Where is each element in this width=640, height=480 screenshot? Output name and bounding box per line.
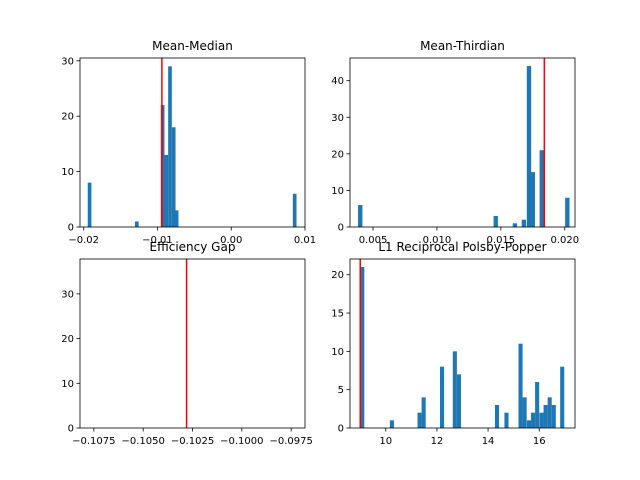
panel-title: Mean-Median [152,39,233,53]
histogram-bar [530,172,535,227]
histogram-bar [512,223,518,227]
l1-reciprocal-polsby-popper-panel: 10 12 14 16 0 5 10 15 20 L1 Reciprocal Polsby-Po… [331,240,576,447]
histogram-bar [565,197,570,227]
y-tick-label: 10 [331,347,344,358]
histogram-bar [494,405,500,428]
y-tick-label: 30 [61,56,74,67]
histogram-bar [360,267,365,428]
histogram-bar [526,66,532,227]
histogram-bar [521,219,527,227]
x-tick-label: 16 [533,436,546,447]
histogram-bar [543,405,548,428]
efficiency-gap-panel: −0.1075 −0.1050 −0.1025 −0.1000 −0.0975 0 10 20… [61,240,313,447]
histogram-bar [547,397,552,428]
histogram-bar [164,154,169,227]
histogram-bar [292,193,297,227]
y-tick-label: 40 [331,76,344,87]
x-tick-label: −0.0975 [269,436,312,447]
histogram-bar [417,412,422,428]
x-tick-label: −0.1025 [171,436,214,447]
axes-frame [349,258,576,429]
x-tick-label: 10 [379,436,392,447]
y-tick-label: 20 [331,270,344,281]
panel-title: Mean-Thirdian [420,39,505,53]
histogram-bar [421,397,426,428]
y-tick-label: 30 [61,289,74,300]
x-tick-label: −0.02 [68,235,99,246]
histogram-bar [171,127,176,227]
x-tick-label: 12 [431,436,444,447]
histogram-bar [531,412,536,428]
x-tick-label: 0.015 [487,235,516,246]
panel-title: L1 Reciprocal Polsby-Popper [378,240,546,254]
y-tick-label: 15 [331,309,344,320]
mean-median-panel: −0.02 −0.01 0.00 0.01 0 10 20 30 Mean-Median [61,39,316,246]
x-tick-label: 0.01 [294,235,316,246]
y-tick-label: 0 [68,424,74,435]
histogram-bar [456,374,461,428]
histogram-bar [522,397,527,428]
histogram-bar [551,405,556,428]
x-tick-label: 0.00 [220,235,242,246]
x-tick-label: −0.1000 [220,436,263,447]
y-tick-label: 0 [338,223,344,234]
histogram-bar [440,366,445,428]
axes-frame [79,57,306,228]
y-tick-label: 10 [331,186,344,197]
y-tick-label: 5 [338,385,344,396]
histogram-bar [452,351,457,428]
histogram-bar [535,382,540,428]
y-tick-label: 10 [61,379,74,390]
y-tick-label: 30 [331,113,344,124]
y-tick-label: 20 [61,334,74,345]
x-tick-label: 14 [482,436,495,447]
histogram-bar [134,221,139,227]
y-tick-label: 20 [331,149,344,160]
x-tick-label: −0.1075 [72,436,115,447]
x-tick-label: −0.1050 [121,436,164,447]
axes-frame [79,258,306,429]
histogram-bar [168,66,172,227]
y-tick-label: 10 [61,167,74,178]
histogram-bar [526,420,532,428]
mean-thirdian-panel: 0.005 0.010 0.015 0.020 0 10 20 30 40 Mean-Third… [331,39,579,246]
histogram-bar [87,182,92,227]
histogram-bar [358,205,363,227]
x-tick-label: 0.020 [550,235,579,246]
histogram-bar [539,150,544,227]
x-tick-label: 0.005 [359,235,388,246]
histogram-bar [493,216,498,227]
y-tick-label: 20 [61,112,74,123]
histogram-bar [518,343,523,428]
histogram-bar [539,412,544,428]
y-tick-label: 0 [68,223,74,234]
y-tick-label: 0 [338,424,344,435]
histogram-bar [560,366,565,428]
x-tick-label: 0.010 [423,235,452,246]
x-tick-label: −0.01 [142,235,173,246]
panel-title: Efficiency Gap [150,240,236,254]
axes-frame [349,57,576,228]
histogram-bar [389,420,394,428]
histogram-bar [504,412,509,428]
histogram-bar [174,210,179,227]
